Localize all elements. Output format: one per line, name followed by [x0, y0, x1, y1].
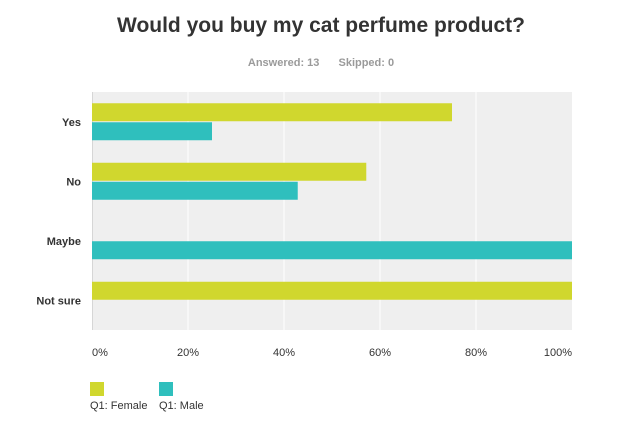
legend-label-female: Q1: Female — [90, 400, 148, 412]
x-tick-label: 40% — [273, 347, 295, 359]
category-label: Not sure — [36, 295, 81, 307]
bar-q1-female-no — [92, 162, 367, 181]
bar-q1-male-no — [92, 181, 298, 200]
answered-count: Answered: 13 — [247, 57, 320, 69]
category-label: Maybe — [47, 236, 81, 248]
legend-swatch-male — [159, 382, 173, 396]
response-stats: Answered: 13 Skipped: 0 — [0, 57, 642, 69]
category-label: No — [66, 176, 81, 188]
bar-q1-male-maybe — [92, 241, 572, 260]
x-tick-label: 100% — [544, 347, 572, 359]
legend-swatch-female — [90, 382, 104, 396]
x-tick-label: 80% — [465, 347, 487, 359]
bar-q1-female-not-sure — [92, 281, 572, 300]
bar-q1-male-yes — [92, 122, 212, 141]
bar-q1-female-yes — [92, 103, 452, 122]
legend-label-male: Q1: Male — [159, 400, 204, 412]
skipped-count: Skipped: 0 — [338, 57, 395, 69]
x-tick-label: 20% — [177, 347, 199, 359]
chart-title: Would you buy my cat perfume product? — [117, 14, 525, 37]
x-tick-label: 60% — [369, 347, 391, 359]
legend-item-male: Q1: Male — [159, 382, 204, 412]
x-tick-label: 0% — [92, 347, 108, 359]
category-label: Yes — [62, 117, 81, 129]
legend-item-female: Q1: Female — [90, 382, 147, 412]
